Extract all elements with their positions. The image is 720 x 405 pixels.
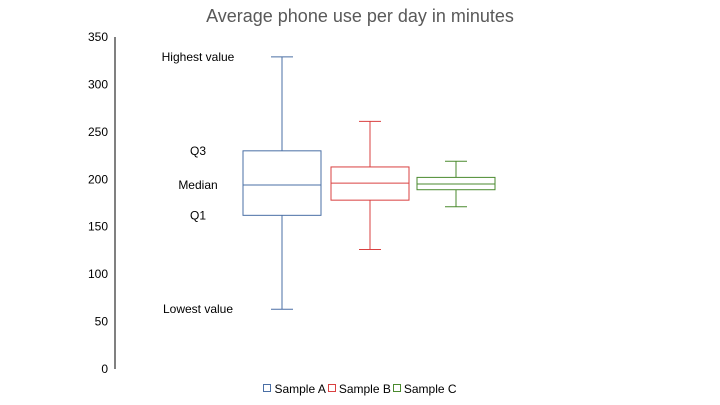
y-tick-label: 350: [88, 30, 108, 44]
y-tick-label: 250: [88, 125, 108, 139]
y-axis-ticks: 0 50 100 150 200 250 300 350: [88, 30, 108, 376]
chart-title: Average phone use per day in minutes: [206, 6, 514, 26]
legend-swatch: [263, 384, 272, 392]
box-sample-a: [242, 56, 322, 310]
y-tick-label: 100: [88, 267, 108, 281]
annotation-label: Q3: [190, 144, 206, 158]
legend-item: Sample C: [392, 382, 457, 396]
legend: Sample A Sample B Sample C: [0, 382, 720, 396]
annotations: Highest value Q3 Median Q1 Lowest value: [162, 50, 235, 316]
legend-label: Sample A: [274, 382, 326, 396]
legend-swatch: [392, 384, 401, 392]
box-sample-c: [416, 160, 496, 208]
annotation-label: Highest value: [162, 50, 235, 64]
legend-label: Sample C: [403, 382, 457, 396]
legend-item: Sample B: [327, 382, 391, 396]
annotation-label: Q1: [190, 208, 206, 222]
boxes: [242, 56, 496, 310]
y-tick-label: 300: [88, 77, 108, 91]
y-tick-label: 50: [95, 315, 109, 329]
annotation-label: Median: [178, 178, 217, 192]
legend-item: Sample A: [263, 382, 326, 396]
legend-label: Sample B: [338, 382, 391, 396]
iqr-box: [242, 150, 322, 216]
y-tick-label: 0: [101, 362, 108, 376]
box-sample-b: [330, 120, 410, 250]
y-tick-label: 150: [88, 220, 108, 234]
annotation-label: Lowest value: [163, 302, 233, 316]
y-tick-label: 200: [88, 172, 108, 186]
legend-swatch: [327, 384, 336, 392]
